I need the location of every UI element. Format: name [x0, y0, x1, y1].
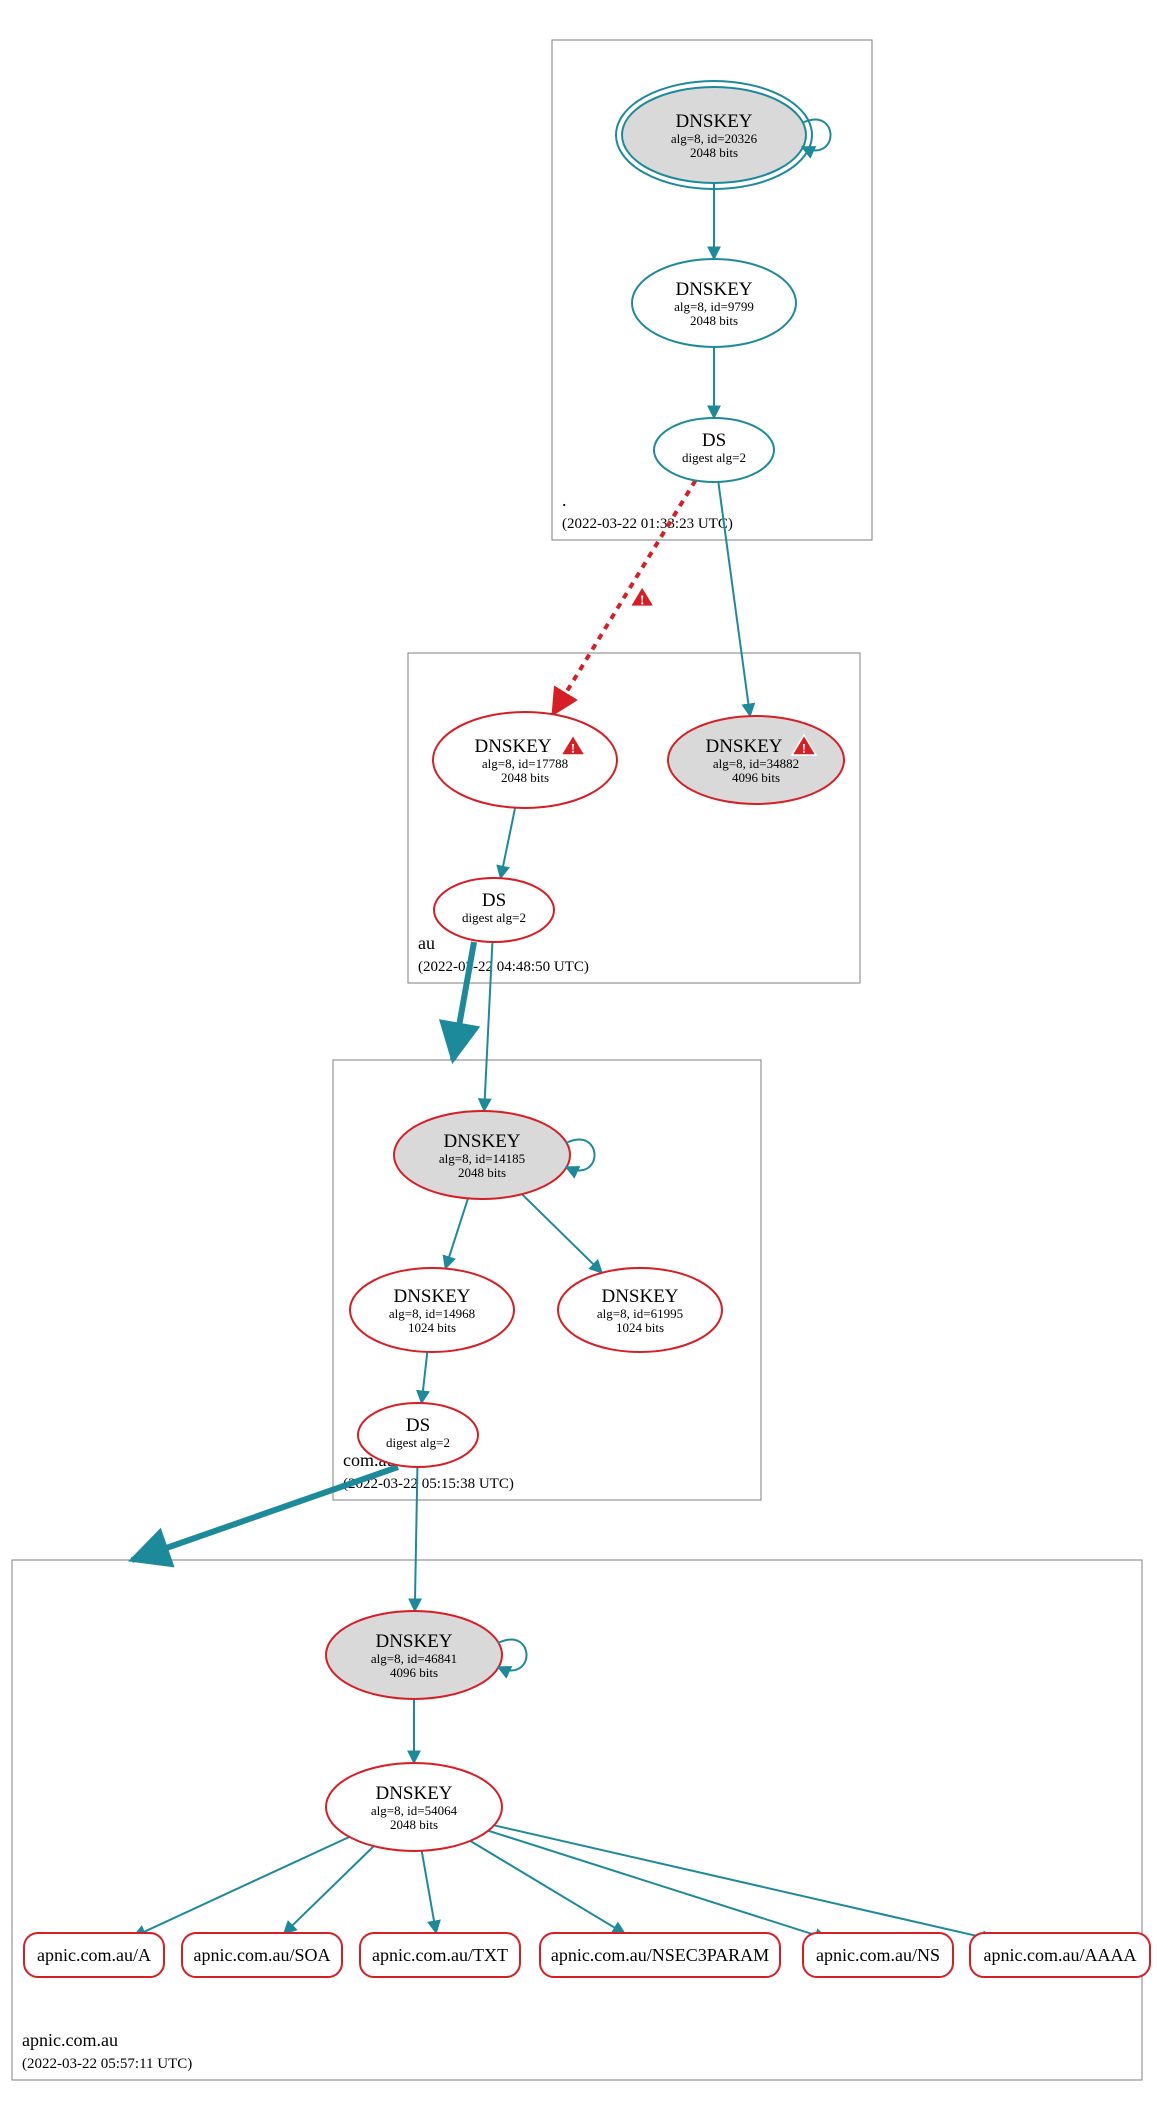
rrset-rr-aaaa: apnic.com.au/AAAA [970, 1933, 1150, 1977]
node-title: DS [702, 430, 726, 451]
node-au-ds: DSdigest alg=2 [434, 878, 554, 942]
edge [284, 1846, 374, 1934]
rrset-rr-ns: apnic.com.au/NS [803, 1933, 953, 1977]
rrset-label: apnic.com.au/NS [816, 1945, 940, 1965]
svg-text:!: ! [640, 593, 645, 608]
node-sub1: alg=8, id=9799 [674, 299, 754, 314]
dnssec-chain-diagram: . (2022-03-22 01:33:23 UTC) au (2022-03-22 … [0, 0, 1157, 2112]
zone-connector [132, 1467, 398, 1560]
node-sub1: alg=8, id=46841 [371, 1651, 457, 1666]
node-sub2: 4096 bits [732, 770, 780, 785]
node-title: DS [406, 1415, 430, 1436]
node-title: DNSKEY [443, 1131, 520, 1152]
node-sub2: 1024 bits [616, 1320, 664, 1335]
rrset-label: apnic.com.au/SOA [194, 1945, 331, 1965]
svg-text:!: ! [802, 742, 807, 757]
rrset-label: apnic.com.au/AAAA [984, 1945, 1137, 1965]
node-root-ksk: DNSKEYalg=8, id=203262048 bits [616, 81, 831, 189]
svg-text:au: au [418, 933, 435, 953]
node-apnic-zsk: DNSKEYalg=8, id=540642048 bits [326, 1763, 502, 1851]
node-sub1: digest alg=2 [682, 450, 746, 465]
rrset-rr-nsec3: apnic.com.au/NSEC3PARAM [540, 1933, 780, 1977]
node-comau-ksk: DNSKEYalg=8, id=141852048 bits [394, 1111, 595, 1199]
node-sub1: alg=8, id=17788 [482, 756, 568, 771]
node-au-ksk: DNSKEY!alg=8, id=348824096 bits [668, 716, 844, 804]
rrset-rr-soa: apnic.com.au/SOA [182, 1933, 342, 1977]
node-title: DNSKEY [393, 1286, 470, 1307]
node-root-ds: DSdigest alg=2 [654, 418, 774, 482]
svg-text:(2022-03-22 05:57:11 UTC): (2022-03-22 05:57:11 UTC) [22, 2056, 192, 2072]
node-root-zsk: DNSKEYalg=8, id=97992048 bits [632, 259, 796, 347]
edge [501, 808, 516, 878]
node-sub2: 2048 bits [390, 1817, 438, 1832]
node-sub1: digest alg=2 [462, 910, 526, 925]
node-sub1: digest alg=2 [386, 1435, 450, 1450]
rrset-rr-txt: apnic.com.au/TXT [360, 1933, 520, 1977]
node-sub2: 2048 bits [501, 770, 549, 785]
svg-text:!: ! [571, 742, 576, 757]
warning-icon: ! [630, 586, 654, 608]
node-title: DNSKEY [375, 1783, 452, 1804]
edge [718, 482, 750, 716]
rrset-label: apnic.com.au/A [37, 1945, 151, 1965]
node-title: DNSKEY [601, 1286, 678, 1307]
node-title: DNSKEY [675, 279, 752, 300]
node-title: DNSKEY [675, 111, 752, 132]
node-sub2: 2048 bits [458, 1165, 506, 1180]
node-sub2: 4096 bits [390, 1665, 438, 1680]
node-title: DNSKEY [705, 736, 782, 757]
node-sub1: alg=8, id=14968 [389, 1306, 475, 1321]
svg-text:.: . [562, 490, 567, 510]
node-comau-ds: DSdigest alg=2 [358, 1403, 478, 1467]
node-title: DNSKEY [474, 736, 551, 757]
node-sub2: 2048 bits [690, 313, 738, 328]
edge [494, 1825, 994, 1940]
node-sub1: alg=8, id=14185 [439, 1151, 525, 1166]
edge [522, 1194, 602, 1273]
edge [133, 1837, 349, 1937]
svg-text:(2022-03-22 04:48:50 UTC): (2022-03-22 04:48:50 UTC) [418, 959, 589, 975]
edge [488, 1831, 827, 1939]
node-sub2: 2048 bits [690, 145, 738, 160]
edge [422, 1851, 436, 1933]
node-au-zsk: DNSKEY!alg=8, id=177882048 bits [433, 712, 617, 808]
node-apnic-ksk: DNSKEYalg=8, id=468414096 bits [326, 1611, 527, 1699]
node-sub1: alg=8, id=61995 [597, 1306, 683, 1321]
node-sub1: alg=8, id=34882 [713, 756, 799, 771]
rrset-label: apnic.com.au/TXT [372, 1945, 508, 1965]
rrset-rr-a: apnic.com.au/A [24, 1933, 164, 1977]
rrset-label: apnic.com.au/NSEC3PARAM [551, 1945, 769, 1965]
node-comau-zsk1: DNSKEYalg=8, id=149681024 bits [350, 1268, 514, 1352]
node-sub1: alg=8, id=54064 [371, 1803, 458, 1818]
node-sub2: 1024 bits [408, 1320, 456, 1335]
node-comau-zsk2: DNSKEYalg=8, id=619951024 bits [558, 1268, 722, 1352]
svg-text:(2022-03-22 01:33:23 UTC): (2022-03-22 01:33:23 UTC) [562, 516, 733, 532]
node-title: DNSKEY [375, 1631, 452, 1652]
edge [445, 1198, 468, 1268]
node-title: DS [482, 890, 506, 911]
edge [470, 1841, 625, 1934]
node-sub1: alg=8, id=20326 [671, 131, 758, 146]
zone-apnic: apnic.com.au (2022-03-22 05:57:11 UTC) [12, 1560, 1142, 2080]
edge [422, 1352, 428, 1403]
svg-text:apnic.com.au: apnic.com.au [22, 2030, 118, 2050]
